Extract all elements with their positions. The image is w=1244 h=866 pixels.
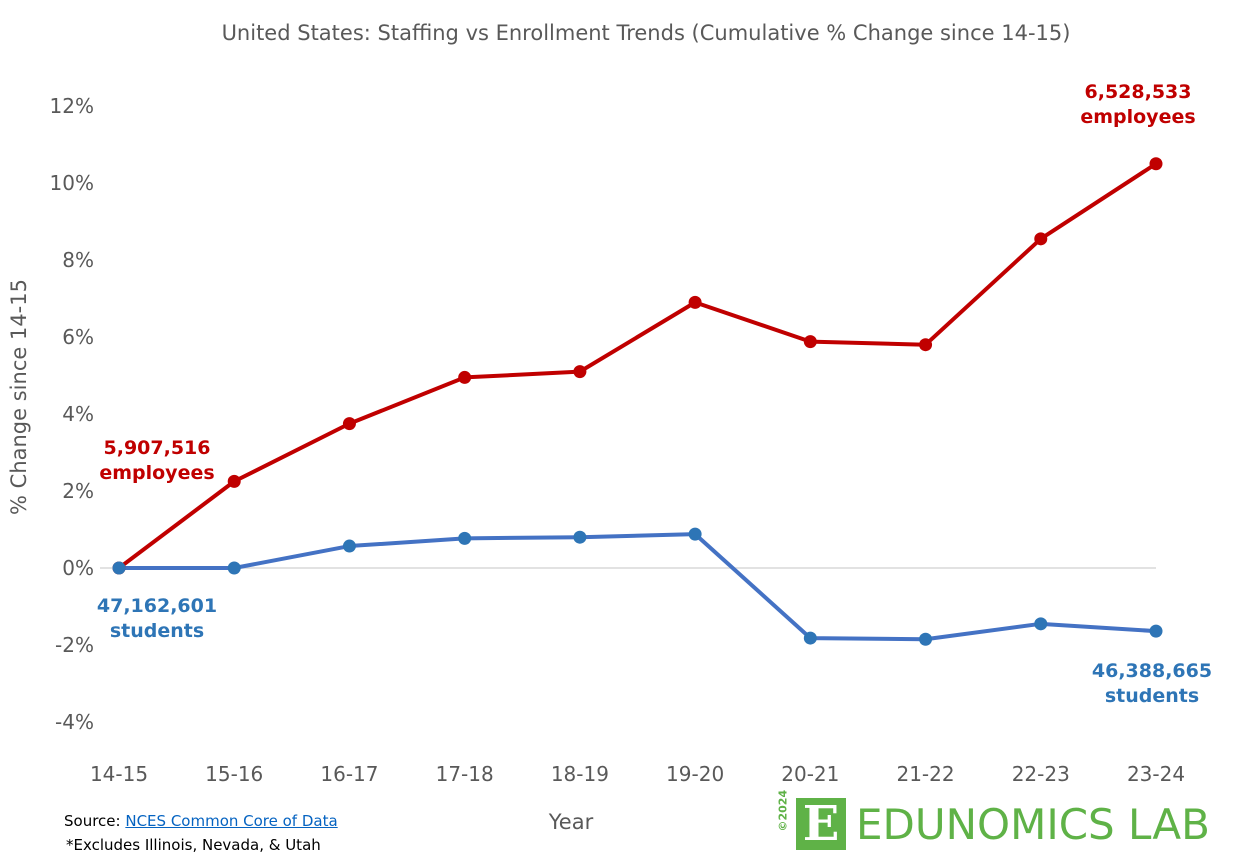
x-tick-label: 19-20 — [666, 762, 724, 786]
x-tick-label: 15-16 — [205, 762, 263, 786]
annotation-stu-end: 46,388,665 students — [1092, 660, 1212, 707]
x-tick-label: 18-19 — [551, 762, 609, 786]
data-point-students — [227, 561, 241, 575]
data-point-students — [1034, 617, 1048, 631]
y-tick-label: -2% — [55, 633, 94, 657]
source-label: Source: — [64, 812, 121, 830]
data-point-students — [573, 530, 587, 544]
data-point-employees — [803, 335, 817, 349]
x-tick-label: 21-22 — [896, 762, 954, 786]
data-point-employees — [1034, 232, 1048, 246]
data-point-students — [919, 632, 933, 646]
x-axis-title: Year — [548, 810, 594, 834]
y-tick-label: 12% — [50, 94, 94, 118]
y-axis-ticks: -4% -2% 0% 2% 4% 6% 8% 10% 12% — [50, 94, 94, 734]
annotation-stu-start: 47,162,601 students — [97, 595, 217, 642]
logo-box-icon: E — [796, 798, 846, 850]
data-point-employees — [227, 474, 241, 488]
data-point-students — [112, 561, 126, 575]
y-tick-label: 2% — [62, 479, 94, 503]
annotation-emp-start: 5,907,516 employees — [99, 437, 214, 484]
footer-note: *Excludes Illinois, Nevada, & Utah — [66, 836, 321, 854]
y-tick-label: 10% — [50, 171, 94, 195]
data-point-employees — [342, 417, 356, 431]
y-tick-label: 0% — [62, 556, 94, 580]
data-point-employees — [573, 365, 587, 379]
series-line-students — [117, 532, 1158, 642]
y-tick-label: 8% — [62, 248, 94, 272]
y-tick-label: -4% — [55, 710, 94, 734]
data-point-employees — [919, 338, 933, 352]
data-point-students — [458, 531, 472, 545]
annotations: 5,907,516 employees 6,528,533 employees 47,1… — [97, 81, 1212, 707]
y-axis-title: % Change since 14-15 — [7, 279, 31, 515]
logo-letter: E — [802, 796, 840, 852]
data-point-students — [688, 527, 702, 541]
x-tick-label: 16-17 — [320, 762, 378, 786]
data-point-employees — [458, 370, 472, 384]
edunomics-logo: ©2024 E EDUNOMICS LAB — [776, 789, 1210, 854]
data-point-students — [803, 631, 817, 645]
x-tick-label: 17-18 — [436, 762, 494, 786]
chart-title: United States: Staffing vs Enrollment Tr… — [222, 21, 1071, 45]
logo-year: ©2024 — [776, 789, 790, 831]
x-tick-label: 20-21 — [781, 762, 839, 786]
data-point-students — [342, 539, 356, 553]
data-point-employees — [688, 295, 702, 309]
y-tick-label: 6% — [62, 325, 94, 349]
x-tick-label: 22-23 — [1012, 762, 1070, 786]
x-axis-ticks: 14-15 15-16 16-17 17-18 18-19 19-20 20-21 21-22… — [90, 762, 1185, 786]
annotation-emp-end: 6,528,533 employees — [1080, 81, 1195, 128]
y-tick-label: 4% — [62, 402, 94, 426]
data-point-students — [1149, 624, 1163, 638]
x-tick-label: 23-24 — [1127, 762, 1185, 786]
logo-text: EDUNOMICS LAB — [856, 799, 1210, 849]
series-line-employees — [117, 161, 1158, 570]
source-link[interactable]: NCES Common Core of Data — [125, 812, 338, 830]
data-point-employees — [1149, 157, 1163, 171]
series-group — [112, 157, 1163, 646]
x-tick-label: 14-15 — [90, 762, 148, 786]
footer-source: Source: NCES Common Core of Data — [64, 812, 338, 830]
